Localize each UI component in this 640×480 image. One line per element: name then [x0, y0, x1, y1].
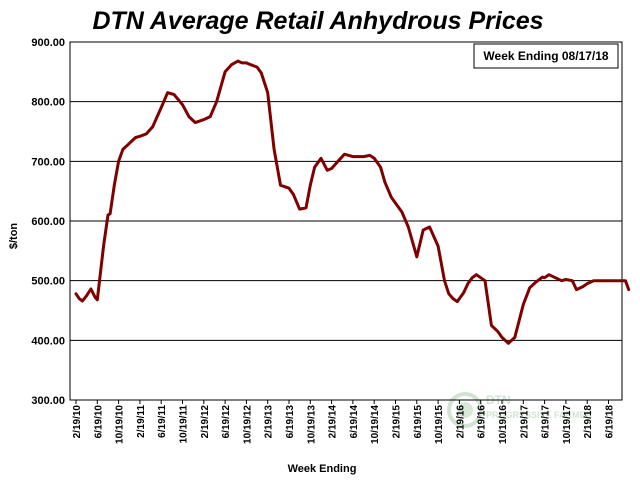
x-tick-label: 10/19/11 — [179, 405, 190, 444]
y-tick-label: 700.00 — [31, 156, 65, 168]
y-axis-label: $/ton — [8, 223, 20, 250]
y-tick-label: 500.00 — [31, 276, 65, 288]
y-tick-label: 800.00 — [31, 97, 65, 109]
x-tick-label: 2/19/17 — [519, 405, 530, 439]
x-tick-label: 10/19/17 — [562, 405, 573, 444]
x-tick-label: 2/19/14 — [328, 405, 339, 439]
y-tick-label: 400.00 — [31, 335, 65, 347]
x-tick-marks — [75, 400, 609, 404]
x-tick-label: 2/19/16 — [455, 405, 466, 439]
x-tick-label: 2/19/18 — [583, 405, 594, 439]
annotation-text: Week Ending 08/17/18 — [483, 49, 608, 63]
x-tick-label: 6/19/16 — [477, 405, 488, 439]
plot-frame — [69, 41, 623, 401]
svg-text:PROGRESSIVE FARMER: PROGRESSIVE FARMER — [486, 410, 593, 420]
x-tick-label: 6/19/12 — [221, 405, 232, 439]
x-tick-label: 6/19/17 — [541, 405, 552, 439]
x-tick-label: 6/19/18 — [605, 405, 616, 439]
y-tick-label: 300.00 — [31, 395, 65, 407]
x-tick-label: 6/19/11 — [157, 405, 168, 438]
x-tick-label: 2/19/12 — [200, 405, 211, 439]
annotation-box — [473, 43, 619, 69]
x-tick-label: 6/19/14 — [349, 405, 360, 439]
x-tick-label: 10/19/10 — [115, 405, 126, 444]
x-tick-labels: 2/19/10 6/19/10 10/19/10 2/19/11 6/19/11 10/1… — [72, 405, 616, 444]
x-tick-label: 10/19/16 — [498, 405, 509, 444]
x-tick-label: 10/19/12 — [242, 405, 253, 444]
x-axis-label: Week Ending — [288, 463, 357, 475]
x-tick-label: 6/19/10 — [93, 405, 104, 439]
x-tick-label: 6/19/13 — [285, 405, 296, 439]
x-tick-label: 10/19/13 — [306, 405, 317, 444]
y-tick-label: 900.00 — [31, 37, 65, 49]
y-tick-label: 600.00 — [31, 216, 65, 228]
x-tick-label: 10/19/15 — [434, 405, 445, 444]
x-tick-label: 2/19/15 — [392, 405, 403, 439]
x-tick-label: 2/19/11 — [136, 405, 147, 438]
x-tick-label: 6/19/15 — [413, 405, 424, 439]
x-tick-label: 10/19/14 — [370, 405, 381, 444]
x-tick-label: 2/19/10 — [72, 405, 83, 439]
price-line — [74, 59, 631, 345]
chart-title: DTN Average Retail Anhydrous Prices — [92, 7, 543, 35]
x-tick-label: 2/19/13 — [264, 405, 275, 439]
gridlines — [70, 101, 622, 341]
y-tick-labels: 300.00 400.00 500.00 600.00 700.00 800.00 900.… — [31, 37, 65, 407]
